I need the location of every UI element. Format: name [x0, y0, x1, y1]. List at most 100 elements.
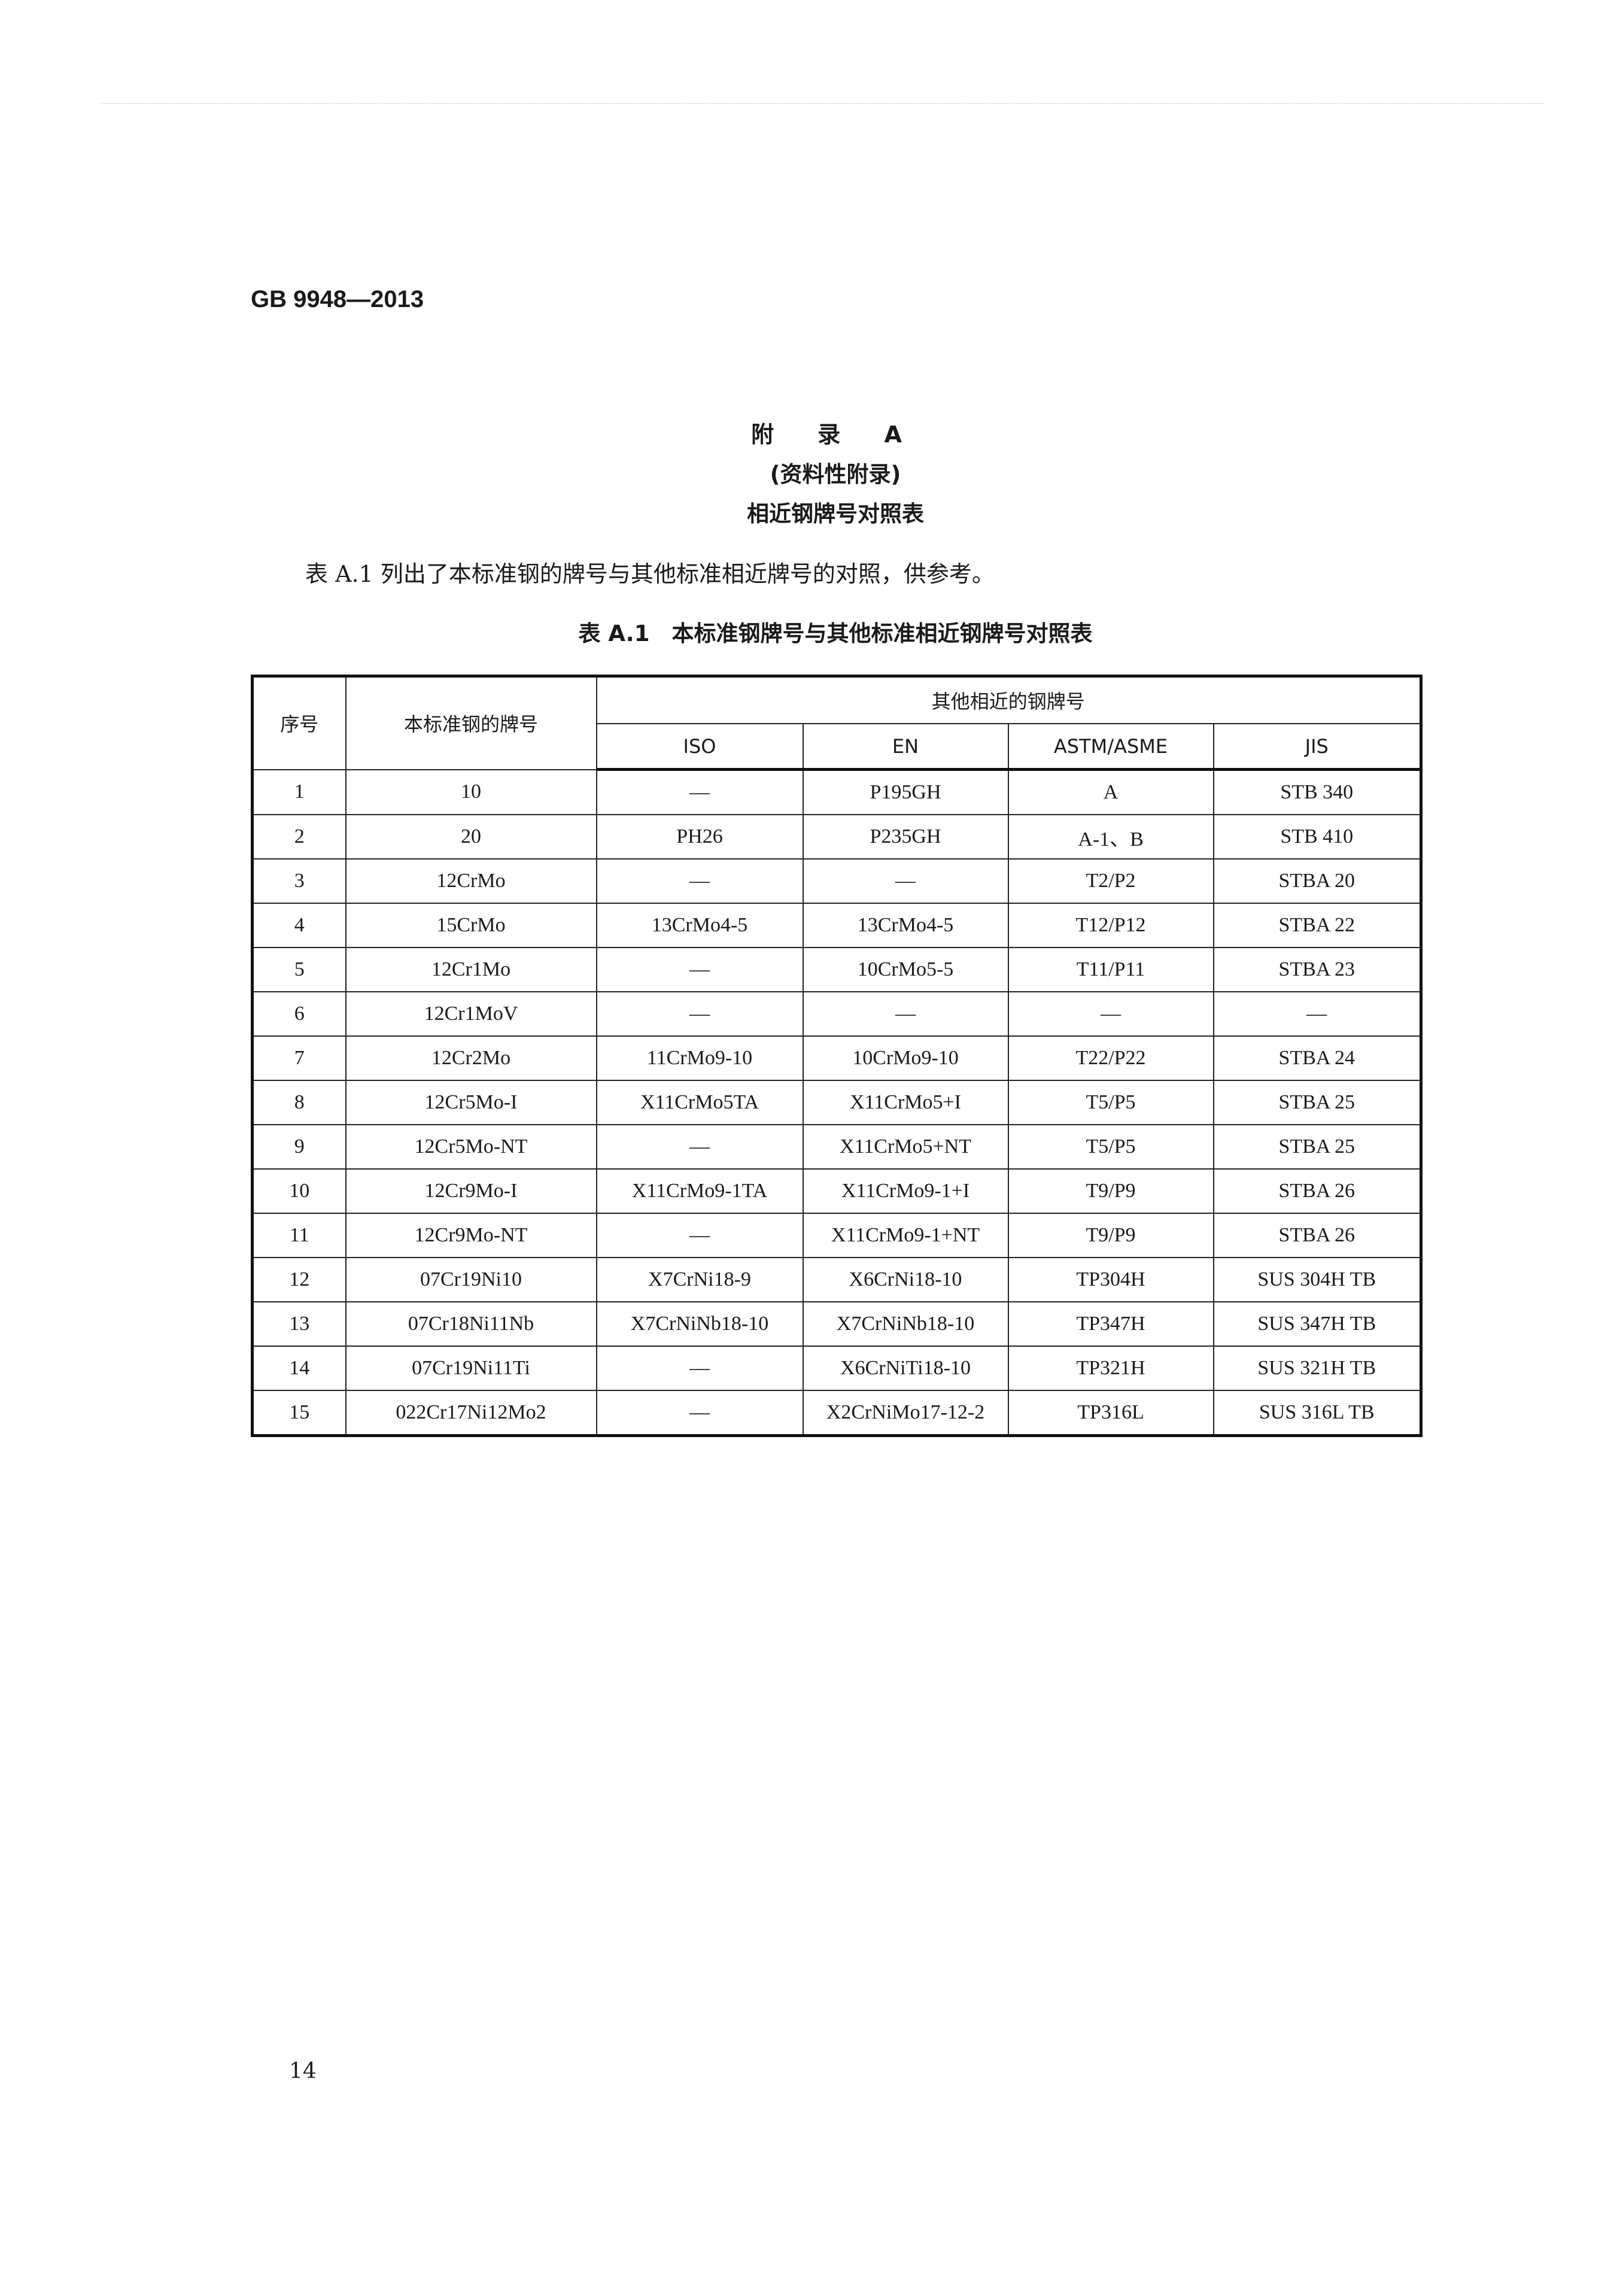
table-row: 12 07Cr19Ni10 X7CrNi18-9 X6CrNi18-10 TP304H S… [251, 1257, 1422, 1302]
cell-astm-asme: T11/P11 [1007, 947, 1214, 992]
cell-iso: — [595, 991, 804, 1037]
cell-jis: SUS 304H TB [1212, 1257, 1422, 1302]
cell-standard-grade: 12Cr9Mo-NT [345, 1213, 597, 1258]
table-row: 5 12Cr1Mo —10CrMo5-5 T11/P11 STBA 23 [251, 947, 1422, 992]
table-row: 8 12Cr5Mo-I X11CrMo5TA X11CrMo5+I T5/P5 STBA … [251, 1080, 1422, 1125]
cell-standard-grade: 12Cr5Mo-I [345, 1080, 597, 1125]
cell-astm-asme: A-1、B [1007, 814, 1214, 860]
table-row: 2 20 PH26 P235GH A-1、B STB 410 [251, 814, 1422, 860]
header-astm-asme: ASTM/ASME [1007, 723, 1214, 771]
cell-en: X11CrMo9-1+I [802, 1168, 1009, 1214]
cell-serial-no: 11 [251, 1213, 347, 1258]
cell-serial-no: 13 [251, 1301, 347, 1347]
document-number: GB 9948—2013 [251, 286, 424, 312]
header-en: EN [802, 723, 1009, 771]
cell-en: 10CrMo5-5 [802, 947, 1009, 992]
cell-en: 13CrMo4-5 [802, 903, 1009, 948]
cell-astm-asme: T2/P2 [1007, 858, 1214, 904]
cell-jis: STB 410 [1212, 814, 1422, 860]
cell-serial-no: 2 [251, 814, 347, 860]
cell-serial-no: 7 [251, 1035, 347, 1081]
table-row: 14 07Cr19Ni11Ti — X6CrNiTi18-10 TP321H SUS 32… [251, 1346, 1422, 1391]
cell-jis: STBA 23 [1212, 947, 1422, 992]
cell-serial-no: 15 [251, 1390, 347, 1436]
cell-standard-grade: 12Cr2Mo [345, 1035, 597, 1081]
cell-en: X11CrMo9-1+NT [802, 1213, 1009, 1258]
cell-en: — [802, 991, 1009, 1037]
cell-astm-asme: TP347H [1007, 1301, 1214, 1347]
cell-astm-asme: TP321H [1007, 1346, 1214, 1391]
steel-grade-comparison-table: 序号 本标准钢的牌号 其他相近的钢牌号 ISO EN ASTM/ASME JIS… [251, 675, 1423, 1437]
cell-jis: STBA 26 [1212, 1213, 1422, 1258]
cell-jis: STBA 22 [1212, 903, 1422, 948]
cell-jis: STBA 26 [1212, 1168, 1422, 1214]
cell-jis: SUS 347H TB [1212, 1301, 1422, 1347]
cell-standard-grade: 07Cr19Ni10 [345, 1257, 597, 1302]
cell-iso: — [595, 1213, 804, 1258]
header-jis: JIS [1212, 723, 1422, 771]
cell-standard-grade: 12Cr1Mo [345, 947, 597, 992]
header-iso: ISO [595, 723, 804, 771]
table-row: 6 12Cr1MoV — — — — [251, 991, 1422, 1037]
appendix-title: 附 录 A [751, 421, 920, 448]
cell-iso: — [595, 1390, 804, 1436]
cell-iso: PH26 [595, 814, 804, 860]
cell-astm-asme: TP316L [1007, 1390, 1214, 1436]
cell-serial-no: 6 [251, 991, 347, 1037]
cell-en: P195GH [802, 769, 1009, 815]
cell-standard-grade: 12Cr9Mo-I [345, 1168, 597, 1214]
cell-serial-no: 5 [251, 947, 347, 992]
cell-astm-asme: T22/P22 [1007, 1035, 1214, 1081]
cell-jis: STBA 25 [1212, 1080, 1422, 1125]
cell-astm-asme: T9/P9 [1007, 1213, 1214, 1258]
cell-jis: STBA 25 [1212, 1124, 1422, 1170]
cell-jis: SUS 321H TB [1212, 1346, 1422, 1391]
cell-iso: 13CrMo4-5 [595, 903, 804, 948]
cell-jis: STBA 24 [1212, 1035, 1422, 1081]
cell-iso: — [595, 1346, 804, 1391]
table-row: 15 022Cr17Ni12Mo2— X2CrNiMo17-12-2 TP316L SU… [251, 1390, 1422, 1436]
table-row: 4 15CrMo 13CrMo4-5 13CrMo4-5 T12/P12 STBA 22 [251, 903, 1422, 948]
cell-en: P235GH [802, 814, 1009, 860]
cell-serial-no: 9 [251, 1124, 347, 1170]
cell-en: 10CrMo9-10 [802, 1035, 1009, 1081]
cell-standard-grade: 12Cr1MoV [345, 991, 597, 1037]
cell-en: — [802, 858, 1009, 904]
cell-astm-asme: T5/P5 [1007, 1124, 1214, 1170]
cell-standard-grade: 20 [345, 814, 597, 860]
table-caption: 表 A.1 本标准钢牌号与其他标准相近钢牌号对照表 [578, 621, 1093, 646]
cell-standard-grade: 12Cr5Mo-NT [345, 1124, 597, 1170]
cell-serial-no: 12 [251, 1257, 347, 1302]
cell-iso: — [595, 947, 804, 992]
cell-serial-no: 3 [251, 858, 347, 904]
table-row: 11 12Cr9Mo-NT — X11CrMo9-1+NT T9/P9 STBA 26 [251, 1213, 1422, 1258]
cell-en: X11CrMo5+NT [802, 1124, 1009, 1170]
cell-en: X6CrNiTi18-10 [802, 1346, 1009, 1391]
cell-serial-no: 14 [251, 1346, 347, 1391]
cell-jis: — [1212, 991, 1422, 1037]
cell-standard-grade: 022Cr17Ni12Mo2 [345, 1390, 597, 1436]
cell-standard-grade: 07Cr18Ni11Nb [345, 1301, 597, 1347]
cell-standard-grade: 07Cr19Ni11Ti [345, 1346, 597, 1391]
table-row: 1 10— P195GH A STB 340 [251, 769, 1422, 815]
cell-en: X11CrMo5+I [802, 1080, 1009, 1125]
scan-artifact-line [102, 103, 1544, 104]
cell-iso: — [595, 769, 804, 815]
cell-iso: X7CrNiNb18-10 [595, 1301, 804, 1347]
cell-standard-grade: 15CrMo [345, 903, 597, 948]
cell-astm-asme: T12/P12 [1007, 903, 1214, 948]
cell-serial-no: 10 [251, 1168, 347, 1214]
appendix-heading: 相近钢牌号对照表 [747, 501, 924, 527]
table-row: 7 12Cr2Mo 11CrMo9-10 10CrMo9-10 T22/P22 STBA … [251, 1035, 1422, 1081]
cell-jis: STB 340 [1212, 769, 1422, 815]
cell-en: X6CrNi18-10 [802, 1257, 1009, 1302]
appendix-subtitle: (资料性附录) [770, 461, 901, 487]
header-other-grades: 其他相近的钢牌号 [595, 675, 1422, 724]
cell-jis: SUS 316L TB [1212, 1390, 1422, 1436]
header-serial-no: 序号 [251, 675, 347, 770]
page-number: 14 [289, 2059, 317, 2084]
cell-en: X7CrNiNb18-10 [802, 1301, 1009, 1347]
cell-serial-no: 4 [251, 903, 347, 948]
cell-iso: X7CrNi18-9 [595, 1257, 804, 1302]
cell-astm-asme: A [1007, 769, 1214, 815]
